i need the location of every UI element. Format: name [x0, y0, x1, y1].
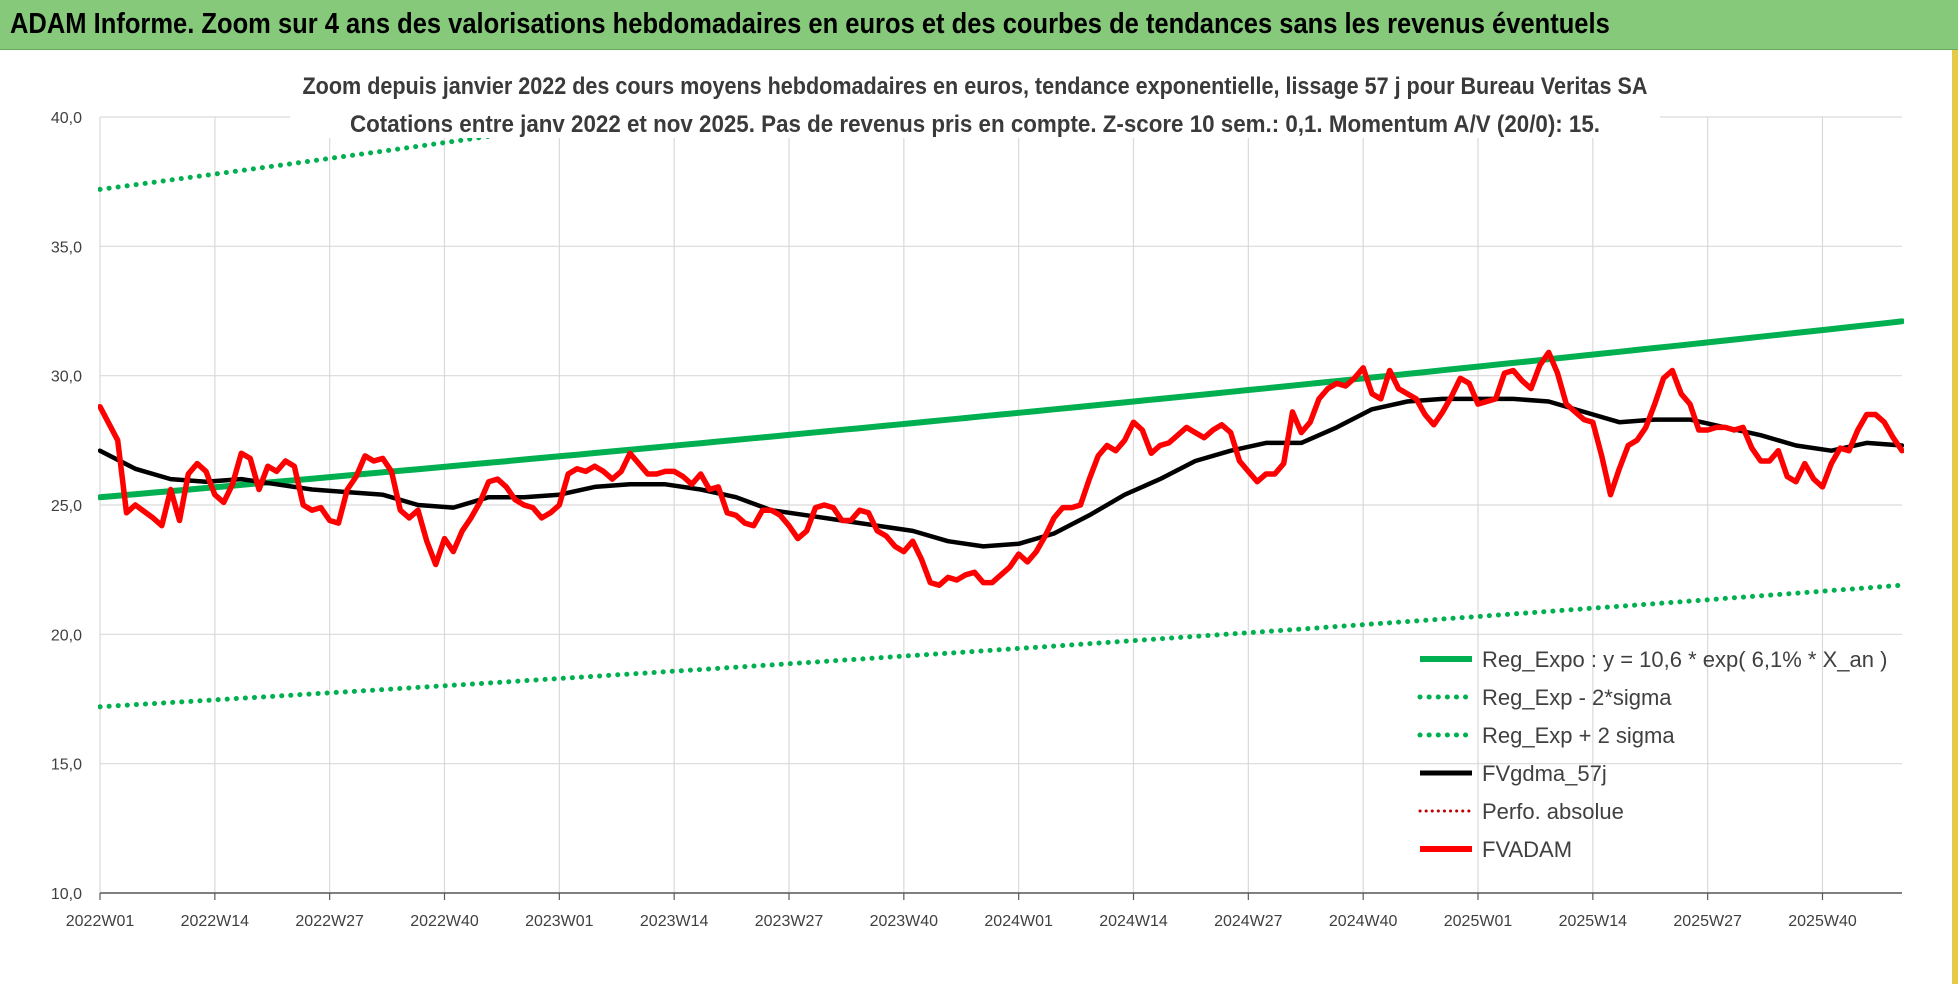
chart-area: 10,0 15,0 20,0 25,0 30,0 35,0 40,0 2022W01 2022W…	[0, 52, 1950, 982]
y-tick-label: 20,0	[51, 627, 82, 644]
legend-label: Reg_Exp - 2*sigma	[1482, 685, 1672, 710]
legend: Reg_Expo : y = 10,6 * exp( 6,1% * X_an )…	[1417, 647, 1887, 862]
x-tick-label: 2024W40	[1329, 913, 1398, 930]
x-tick-label: 2025W27	[1673, 913, 1742, 930]
x-tick-label: 2024W01	[984, 913, 1053, 930]
series	[98, 113, 1904, 710]
legend-item: Reg_Expo : y = 10,6 * exp( 6,1% * X_an )	[1420, 647, 1887, 672]
chart-subtitle: Zoom depuis janvier 2022 des cours moyen…	[290, 60, 1660, 138]
legend-label: FVgdma_57j	[1482, 761, 1607, 786]
x-tick-label: 2024W14	[1099, 913, 1168, 930]
legend-label: FVADAM	[1482, 837, 1572, 862]
x-tick-label: 2023W14	[640, 913, 709, 930]
x-tick-label: 2022W27	[295, 913, 364, 930]
x-tick-label: 2022W14	[181, 913, 250, 930]
legend-label: Reg_Expo : y = 10,6 * exp( 6,1% * X_an )	[1482, 647, 1887, 672]
legend-item: Perfo. absolue	[1418, 799, 1624, 824]
x-tick-label: 2023W01	[525, 913, 594, 930]
legend-label: Perfo. absolue	[1482, 799, 1624, 824]
x-tick-label: 2023W40	[870, 913, 939, 930]
series-line-lower	[98, 582, 1904, 710]
legend-item: Reg_Exp + 2 sigma	[1417, 723, 1675, 748]
chart-svg: 10,0 15,0 20,0 25,0 30,0 35,0 40,0 2022W01 2022W…	[51, 60, 1904, 930]
header-banner: ADAM Informe. Zoom sur 4 ans des valoris…	[0, 0, 1958, 50]
report-title: ADAM Informe. Zoom sur 4 ans des valoris…	[10, 8, 1610, 40]
y-tick-label: 35,0	[51, 239, 82, 256]
y-tick-label: 25,0	[51, 498, 82, 515]
series-line-price	[98, 349, 1904, 588]
x-tick-label: 2023W27	[755, 913, 824, 930]
x-tick-label: 2024W27	[1214, 913, 1283, 930]
x-tick-label: 2022W40	[410, 913, 479, 930]
legend-item: FVgdma_57j	[1420, 761, 1607, 786]
x-tick-label: 2022W01	[66, 913, 135, 930]
y-tick-label: 30,0	[51, 369, 82, 386]
subtitle-background	[290, 60, 1660, 138]
right-border-strip	[1952, 50, 1958, 984]
y-tick-label: 15,0	[51, 757, 82, 774]
x-tick-label: 2025W14	[1559, 913, 1628, 930]
x-tick-label: 2025W01	[1444, 913, 1513, 930]
legend-item: Reg_Exp - 2*sigma	[1417, 685, 1672, 710]
legend-label: Reg_Exp + 2 sigma	[1482, 723, 1675, 748]
gridlines	[99, 116, 1902, 894]
series-line-trend	[98, 318, 1904, 501]
x-tick-label: 2025W40	[1788, 913, 1857, 930]
legend-item: FVADAM	[1420, 837, 1572, 862]
subtitle-line-2: Cotations entre janv 2022 et nov 2025. P…	[350, 111, 1600, 138]
subtitle-line-1: Zoom depuis janvier 2022 des cours moyen…	[303, 73, 1648, 100]
y-tick-label: 40,0	[51, 110, 82, 127]
axes: 10,0 15,0 20,0 25,0 30,0 35,0 40,0 2022W01 2022W…	[51, 110, 1902, 930]
y-tick-label: 10,0	[51, 886, 82, 903]
